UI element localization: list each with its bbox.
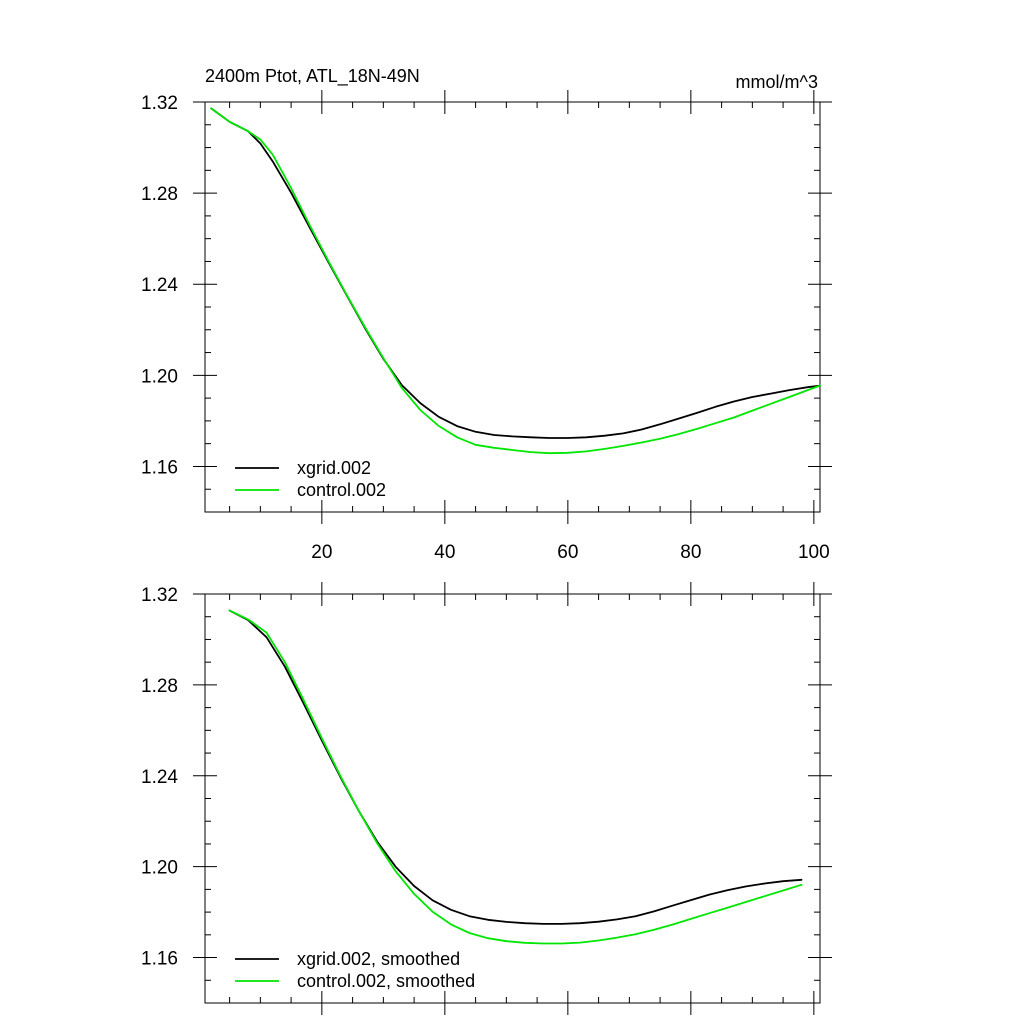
y-tick-label: 1.32 bbox=[141, 585, 178, 606]
series-line-xgrid-002-smoothed bbox=[228, 609, 803, 925]
panels: 20 40 60 80 100 1.16 1.20 1.24 1.28 1.32 2400m Pto… bbox=[141, 66, 832, 1015]
series-line-xgrid-002 bbox=[210, 107, 821, 439]
legend-label: xgrid.002, smoothed bbox=[297, 949, 460, 969]
x-tick-label: 60 bbox=[557, 542, 578, 563]
panel-1: 20 40 60 80 100 1.16 1.20 1.24 1.28 1.32 2400m Pto… bbox=[141, 66, 832, 563]
y-tick-label: 1.32 bbox=[141, 93, 178, 114]
chart-title: 2400m Ptot, ATL_18N-49N bbox=[205, 66, 420, 87]
y-tick-label: 1.24 bbox=[141, 275, 178, 296]
series-line-control-002-smoothed bbox=[228, 609, 803, 945]
y-tick-label: 1.24 bbox=[141, 767, 178, 788]
y-tick-label: 1.28 bbox=[141, 676, 178, 697]
x-tick-label: 80 bbox=[680, 542, 701, 563]
y-tick-label: 1.16 bbox=[141, 949, 178, 970]
y-tick-label: 1.28 bbox=[141, 184, 178, 205]
x-tick-label: 100 bbox=[798, 542, 830, 563]
legend-label: control.002 bbox=[297, 480, 386, 500]
legend-label: xgrid.002 bbox=[297, 458, 371, 478]
y-tick-label: 1.20 bbox=[141, 858, 178, 879]
panel-2: 1.16 1.20 1.24 1.28 1.32 xgrid.002, smoothedc… bbox=[141, 582, 832, 1015]
y-tick-label: 1.16 bbox=[141, 457, 178, 478]
units-label: mmol/m^3 bbox=[736, 72, 818, 92]
legend-label: control.002, smoothed bbox=[297, 971, 475, 991]
x-tick-label: 40 bbox=[434, 542, 455, 563]
x-tick-label: 20 bbox=[311, 542, 332, 563]
series-line-control-002 bbox=[210, 107, 821, 455]
y-tick-label: 1.20 bbox=[141, 366, 178, 387]
